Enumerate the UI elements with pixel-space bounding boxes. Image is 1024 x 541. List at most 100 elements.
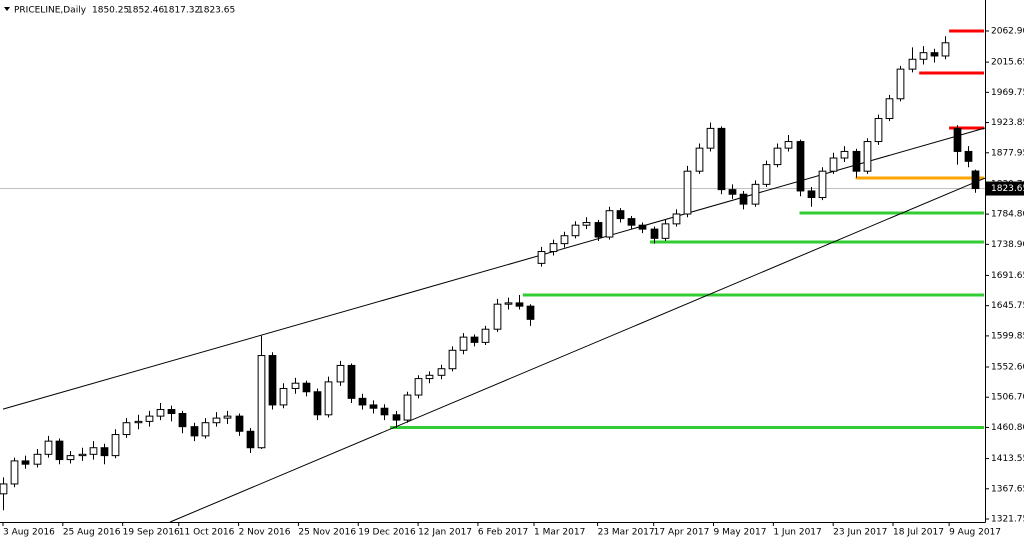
candle-body bbox=[448, 349, 457, 370]
candle-body bbox=[235, 415, 244, 432]
candle-body bbox=[695, 147, 704, 172]
candle-body bbox=[302, 382, 311, 393]
high-value: 1852.46 bbox=[127, 6, 164, 16]
candle-body bbox=[919, 52, 928, 60]
candle-body bbox=[279, 387, 288, 406]
candle-body bbox=[201, 422, 210, 437]
candle-body bbox=[762, 164, 771, 185]
collapse-icon[interactable] bbox=[4, 7, 10, 11]
y-tick-label: 1969.75 bbox=[991, 88, 1024, 98]
y-tick-label: 1460.80 bbox=[991, 423, 1024, 433]
y-tick-label: 2062.90 bbox=[991, 27, 1024, 37]
price-label: 1823.65 bbox=[991, 184, 1024, 194]
candle-body bbox=[89, 447, 98, 455]
x-tick-label: 18 Jul 2017 bbox=[893, 528, 944, 538]
candle-body bbox=[953, 127, 962, 152]
candle-body bbox=[582, 222, 591, 226]
candle-body bbox=[145, 415, 154, 422]
candle-body bbox=[818, 170, 827, 199]
x-tick-label: 1 Jun 2017 bbox=[773, 528, 821, 538]
candle-body bbox=[537, 251, 546, 264]
candle-body bbox=[190, 426, 199, 437]
candle-body bbox=[706, 127, 715, 149]
y-tick-label: 1321.75 bbox=[991, 515, 1024, 525]
candle-body bbox=[100, 447, 109, 457]
candle-body bbox=[504, 302, 513, 305]
candle-body bbox=[336, 364, 345, 383]
candle-body bbox=[55, 440, 64, 461]
candle-body bbox=[78, 453, 87, 457]
x-tick-label: 11 Oct 2016 bbox=[179, 528, 235, 538]
x-tick-label: 12 Jan 2017 bbox=[418, 528, 472, 538]
candle-body bbox=[380, 407, 389, 416]
candle-body bbox=[414, 378, 423, 396]
y-tick-label: 1923.85 bbox=[991, 118, 1024, 128]
candle-body bbox=[470, 336, 479, 343]
candle-body bbox=[650, 228, 659, 239]
candle-body bbox=[796, 141, 805, 192]
x-tick-label: 19 Sep 2016 bbox=[123, 528, 180, 538]
candle-body bbox=[0, 483, 8, 495]
y-tick-label: 1691.65 bbox=[991, 271, 1024, 281]
x-tick-label: 19 Dec 2016 bbox=[358, 528, 416, 538]
x-tick-label: 9 Aug 2017 bbox=[949, 528, 1001, 538]
candle-body bbox=[807, 190, 816, 199]
candle-body bbox=[167, 409, 176, 414]
candle-body bbox=[10, 460, 19, 485]
y-tick-label: 2015.65 bbox=[991, 58, 1024, 68]
candle-body bbox=[392, 414, 401, 421]
candle-body bbox=[728, 189, 737, 195]
y-tick-label: 1877.95 bbox=[991, 148, 1024, 158]
candle-body bbox=[156, 409, 165, 417]
candle-body bbox=[840, 150, 849, 159]
candle-body bbox=[459, 336, 468, 351]
x-tick-label: 1 Mar 2017 bbox=[534, 528, 585, 538]
x-tick-label: 23 Jun 2017 bbox=[833, 528, 887, 538]
y-tick-label: 1367.65 bbox=[991, 484, 1024, 494]
candle-body bbox=[358, 397, 367, 406]
candle-body bbox=[212, 417, 221, 424]
y-tick-label: 1599.85 bbox=[991, 331, 1024, 341]
candle-body bbox=[964, 150, 973, 162]
candle-body bbox=[683, 170, 692, 215]
x-tick-label: 2 Nov 2016 bbox=[239, 528, 291, 538]
candle-body bbox=[134, 420, 143, 424]
candle-body bbox=[773, 147, 782, 166]
candle-body bbox=[369, 404, 378, 409]
price-label-box bbox=[985, 181, 1024, 196]
candle-body bbox=[874, 118, 883, 143]
candle-body bbox=[66, 455, 75, 461]
candle-body bbox=[616, 210, 625, 220]
y-tick-label: 1784.80 bbox=[991, 210, 1024, 220]
candle-body bbox=[930, 52, 939, 57]
candle-body bbox=[21, 460, 30, 465]
candle-body bbox=[425, 374, 434, 380]
y-tick-label: 1645.75 bbox=[991, 301, 1024, 311]
candle-body bbox=[560, 235, 569, 245]
candle-body bbox=[908, 58, 917, 70]
candle-body bbox=[549, 243, 558, 253]
candle-body bbox=[829, 157, 838, 172]
candle-body bbox=[627, 218, 636, 226]
candle-body bbox=[33, 453, 42, 465]
x-tick-label: 6 Feb 2017 bbox=[478, 528, 528, 538]
candle-body bbox=[863, 141, 872, 172]
candle-body bbox=[257, 355, 266, 449]
low-value: 1817.32 bbox=[163, 6, 200, 16]
x-tick-label: 25 Nov 2016 bbox=[298, 528, 356, 538]
candle-body bbox=[971, 170, 980, 190]
candle-body bbox=[437, 368, 446, 376]
candle-body bbox=[493, 303, 502, 330]
x-tick-label: 23 Mar 2017 bbox=[598, 528, 655, 538]
candle-body bbox=[268, 355, 277, 406]
candle-body bbox=[313, 391, 322, 416]
open-value: 1850.25 bbox=[92, 6, 129, 16]
candle-body bbox=[515, 302, 524, 307]
close-value: 1823.65 bbox=[198, 6, 235, 16]
candle-body bbox=[223, 415, 232, 419]
candle-body bbox=[896, 68, 905, 100]
candle-body bbox=[638, 224, 647, 230]
candle-body bbox=[885, 98, 894, 120]
candle-body bbox=[526, 305, 535, 320]
candle-body bbox=[739, 193, 748, 205]
